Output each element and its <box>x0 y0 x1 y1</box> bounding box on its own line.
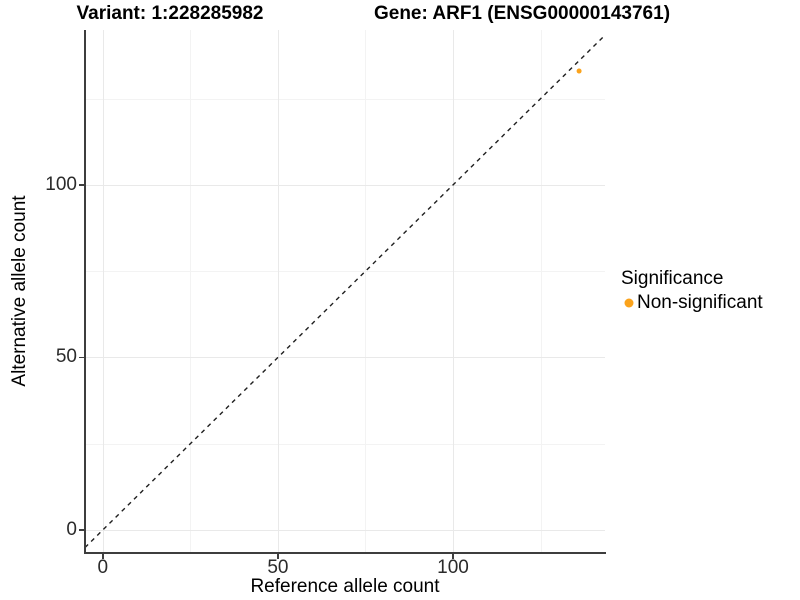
x-tick-label: 0 <box>97 557 109 578</box>
x-tick-label: 100 <box>437 557 469 578</box>
x-tick-mark <box>452 554 454 559</box>
data-point <box>576 68 582 74</box>
gridline-x-minor <box>190 30 192 552</box>
y-axis-line <box>84 30 86 554</box>
identity-line <box>85 34 605 549</box>
data-points <box>576 68 582 74</box>
gridline-y-major <box>85 529 605 531</box>
x-axis-line <box>84 552 606 554</box>
gridline-y-major <box>85 357 605 359</box>
legend-point-icon <box>624 298 634 308</box>
y-axis-title: Alternative allele count <box>9 195 30 387</box>
y-tick-mark <box>79 529 84 531</box>
gridline-x-major <box>453 30 455 552</box>
gridline-y-minor <box>85 443 605 445</box>
y-tick-label: 50 <box>55 346 77 368</box>
legend-item-label: Non-significant <box>637 292 763 313</box>
legend-key <box>621 295 637 311</box>
plot-panel <box>85 30 605 552</box>
legend-item-non-significant: Non-significant <box>621 292 763 314</box>
y-tick-label: 0 <box>66 518 77 540</box>
gridline-y-major <box>85 184 605 186</box>
x-tick-mark <box>102 554 104 559</box>
gridline-y-minor <box>85 271 605 273</box>
legend-title: Significance <box>621 268 724 289</box>
y-tick-mark <box>79 356 84 359</box>
legend: Significance Non-significant <box>621 267 763 314</box>
plot-canvas <box>85 34 605 549</box>
y-tick-mark <box>79 184 84 186</box>
gridline-x-major <box>102 30 104 552</box>
gridline-y-minor <box>85 98 605 100</box>
x-tick-label: 50 <box>267 557 289 578</box>
plot-title-variant: Variant: 1:228285982 <box>76 3 264 24</box>
gridline-x-minor <box>540 30 542 552</box>
gridline-x-minor <box>365 30 367 552</box>
x-axis-title: Reference allele count <box>250 576 440 597</box>
y-tick-label: 100 <box>45 173 77 195</box>
plot-title-gene: Gene: ARF1 (ENSG00000143761) <box>373 3 671 24</box>
x-tick-mark <box>277 554 279 559</box>
gridline-x-major <box>277 30 279 552</box>
